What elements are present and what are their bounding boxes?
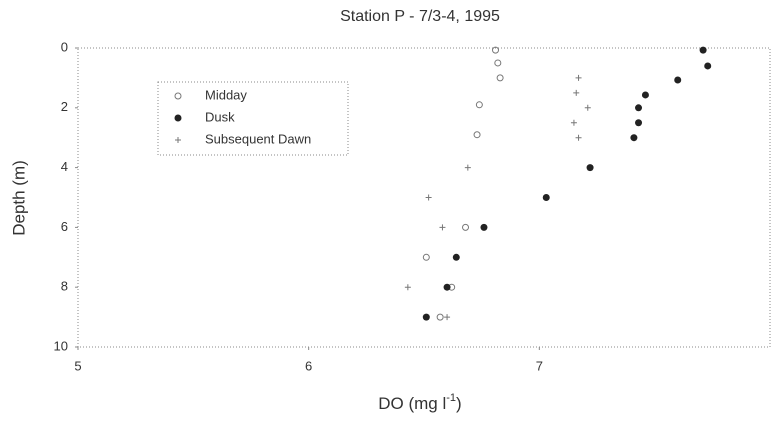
legend-box (157, 81, 349, 156)
point (699, 46, 707, 54)
point (452, 253, 460, 261)
point (496, 74, 504, 82)
point (584, 104, 591, 111)
point (674, 76, 682, 84)
chart-title: Station P - 7/3-4, 1995 (340, 8, 500, 25)
point (542, 194, 550, 201)
legend-marker (175, 137, 181, 143)
y-axis-title: Depth (m) (9, 160, 28, 236)
point (635, 119, 643, 127)
point (464, 164, 471, 171)
legend-marker (174, 114, 182, 122)
y-tick-label: 2 (61, 99, 68, 114)
point (494, 59, 502, 67)
y-tick-label: 0 (61, 39, 68, 54)
x-axis-title-text: DO (mg l (378, 394, 446, 413)
point (422, 253, 430, 261)
point (704, 62, 712, 70)
y-tick-label: 6 (61, 219, 68, 234)
point (480, 223, 488, 231)
point (586, 164, 594, 172)
x-tick-label: 6 (305, 358, 312, 373)
legend-marker (174, 92, 182, 100)
x-tick-label: 5 (74, 358, 81, 373)
point (473, 131, 481, 139)
point (462, 223, 470, 231)
point (641, 91, 649, 99)
y-tick-label: 4 (61, 159, 68, 174)
point (444, 314, 451, 321)
legend-label: Subsequent Dawn (205, 131, 311, 146)
x-axis-title: DO (mg l-1) (378, 392, 461, 414)
point (492, 46, 500, 54)
point (443, 283, 451, 291)
y-tick-label: 10 (54, 338, 68, 353)
point (570, 119, 577, 126)
point (436, 313, 444, 321)
legend-label: Dusk (205, 109, 235, 124)
x-axis-title-end: ) (456, 394, 462, 413)
plot-frame (77, 47, 771, 348)
point (635, 104, 643, 112)
point (422, 313, 430, 321)
point (475, 101, 483, 109)
x-tick-label: 7 (536, 358, 543, 373)
point (425, 194, 432, 201)
point (575, 134, 582, 141)
x-axis-title-sup: -1 (446, 392, 456, 404)
y-tick-label: 8 (61, 279, 68, 294)
point (439, 224, 446, 231)
point (404, 284, 411, 291)
point (575, 74, 582, 81)
point (573, 89, 580, 96)
legend-label: Midday (205, 87, 247, 102)
point (630, 134, 638, 142)
